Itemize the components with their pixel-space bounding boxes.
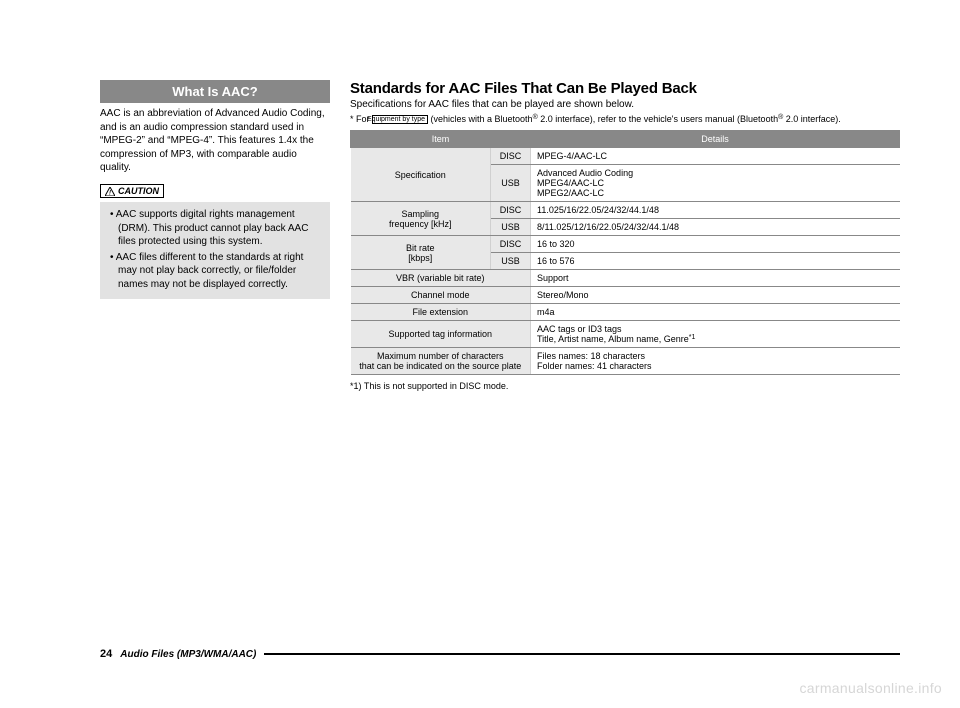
spec-table: Item Details SpecificationDISCMPEG-4/AAC…: [350, 130, 900, 375]
table-row: VBR (variable bit rate)Support: [351, 270, 900, 287]
table-row: SpecificationDISCMPEG-4/AAC-LC: [351, 148, 900, 165]
sub-label: DISC: [491, 236, 531, 253]
left-column: What Is AAC? AAC is an abbreviation of A…: [100, 80, 330, 391]
caution-label: ! CAUTION: [100, 184, 164, 198]
standards-subtext: Specifications for AAC files that can be…: [350, 99, 900, 110]
detail-cell: MPEG-4/AAC-LC: [531, 148, 900, 165]
row-label: File extension: [351, 304, 531, 321]
th-item: Item: [351, 131, 531, 148]
caution-text: CAUTION: [118, 186, 159, 196]
detail-cell: m4a: [531, 304, 900, 321]
table-row: Samplingfrequency [kHz]DISC11.025/16/22.…: [351, 202, 900, 219]
sub-label: DISC: [491, 202, 531, 219]
detail-cell: Support: [531, 270, 900, 287]
caution-box: AAC supports digital rights management (…: [100, 202, 330, 299]
table-row: Channel modeStereo/Mono: [351, 287, 900, 304]
section-title: Audio Files (MP3/WMA/AAC): [120, 649, 256, 660]
row-label: Specification: [351, 148, 491, 202]
row-label: Maximum number of charactersthat can be …: [351, 348, 531, 375]
detail-cell: 8/11.025/12/16/22.05/24/32/44.1/48: [531, 219, 900, 236]
detail-cell: Advanced Audio CodingMPEG4/AAC-LCMPEG2/A…: [531, 165, 900, 202]
row-label: Samplingfrequency [kHz]: [351, 202, 491, 236]
standards-heading: Standards for AAC Files That Can Be Play…: [350, 80, 900, 97]
sub-label: DISC: [491, 148, 531, 165]
table-row: File extensionm4a: [351, 304, 900, 321]
table-row: Maximum number of charactersthat can be …: [351, 348, 900, 375]
detail-cell: Stereo/Mono: [531, 287, 900, 304]
caution-item: AAC files different to the standards at …: [110, 251, 324, 292]
row-label: Supported tag information: [351, 321, 531, 348]
page-number: 24: [100, 648, 112, 660]
right-column: Standards for AAC Files That Can Be Play…: [350, 80, 900, 391]
detail-cell: AAC tags or ID3 tagsTitle, Artist name, …: [531, 321, 900, 348]
caution-item: AAC supports digital rights management (…: [110, 208, 324, 249]
equipment-tag: Equipment by type: [372, 115, 428, 124]
aac-description: AAC is an abbreviation of Advanced Audio…: [100, 107, 330, 175]
what-is-aac-heading: What Is AAC?: [100, 80, 330, 103]
detail-cell: Files names: 18 charactersFolder names: …: [531, 348, 900, 375]
svg-text:!: !: [109, 190, 111, 196]
sub-label: USB: [491, 165, 531, 202]
table-row: Bit rate[kbps]DISC16 to 320: [351, 236, 900, 253]
row-label: VBR (variable bit rate): [351, 270, 531, 287]
footer-rule: [264, 653, 900, 655]
sub-label: USB: [491, 253, 531, 270]
detail-cell: 16 to 576: [531, 253, 900, 270]
warning-icon: !: [105, 187, 115, 196]
table-footnote: *1) This is not supported in DISC mode.: [350, 381, 900, 391]
row-label: Bit rate[kbps]: [351, 236, 491, 270]
th-details: Details: [531, 131, 900, 148]
sub-label: USB: [491, 219, 531, 236]
page-footer: 24 Audio Files (MP3/WMA/AAC): [100, 648, 900, 660]
page-content: What Is AAC? AAC is an abbreviation of A…: [0, 0, 960, 391]
equipment-note: * For Equipment by type (vehicles with a…: [350, 114, 900, 124]
table-row: Supported tag informationAAC tags or ID3…: [351, 321, 900, 348]
caution-list: AAC supports digital rights management (…: [110, 208, 324, 291]
watermark: carmanualsonline.info: [800, 680, 943, 696]
row-label: Channel mode: [351, 287, 531, 304]
detail-cell: 11.025/16/22.05/24/32/44.1/48: [531, 202, 900, 219]
detail-cell: 16 to 320: [531, 236, 900, 253]
